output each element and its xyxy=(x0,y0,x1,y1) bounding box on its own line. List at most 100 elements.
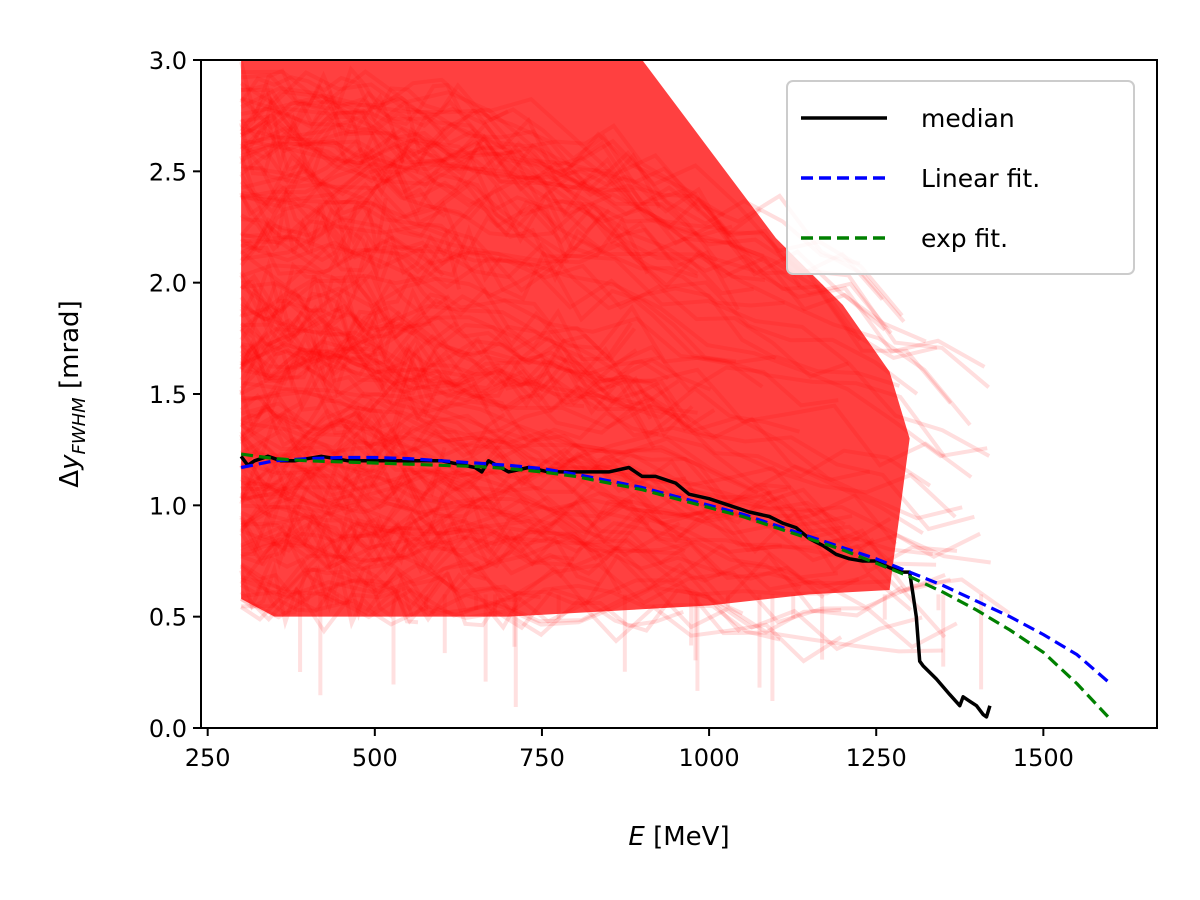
band-trajectory xyxy=(239,83,662,209)
band-trajectory xyxy=(239,454,503,511)
band-trajectory xyxy=(239,516,549,562)
band-trajectory xyxy=(240,562,943,654)
band-trajectory xyxy=(239,340,617,416)
band-trajectory xyxy=(239,162,740,311)
y-tick-label: 2.0 xyxy=(149,270,187,298)
band-trajectory xyxy=(239,75,509,124)
band-trajectory xyxy=(240,217,565,302)
band-trajectory xyxy=(240,368,975,532)
band-trajectory xyxy=(239,109,802,288)
band-trajectory xyxy=(240,345,871,482)
band-trajectory xyxy=(239,541,744,616)
band-trajectory xyxy=(239,329,653,420)
band-trajectory xyxy=(240,389,759,495)
band-trajectory xyxy=(241,322,712,392)
band-trajectory xyxy=(240,480,689,545)
band-trajectory xyxy=(240,589,843,664)
band-trajectory xyxy=(240,240,988,459)
band-trajectory xyxy=(239,341,694,438)
band-trajectory xyxy=(239,511,584,579)
x-tick-label: 250 xyxy=(185,744,231,772)
legend-box xyxy=(786,80,1135,275)
y-tick-label: 0.5 xyxy=(149,604,187,632)
band-trajectory xyxy=(240,113,733,238)
x-tick-label: 1500 xyxy=(1013,744,1074,772)
band-trajectory xyxy=(239,287,402,348)
band-trajectory xyxy=(240,213,503,283)
band-trajectory xyxy=(240,401,846,527)
band-trajectory xyxy=(240,70,762,237)
band-trajectory xyxy=(239,258,389,325)
band-trajectory xyxy=(239,139,699,276)
band-trajectory xyxy=(240,462,854,561)
band-trajectory xyxy=(239,340,932,488)
y-tick-label: 3.0 xyxy=(149,47,187,75)
band-trajectory xyxy=(239,391,898,546)
band-trajectory xyxy=(239,404,412,465)
band-trajectory xyxy=(240,203,383,256)
band-trajectory xyxy=(239,372,431,436)
band-trajectory xyxy=(240,519,622,595)
band-trajectory xyxy=(239,563,517,628)
band-trajectory xyxy=(240,275,427,337)
band-trajectory xyxy=(240,508,388,554)
band-trajectory xyxy=(239,122,431,183)
band-trajectory xyxy=(239,327,801,434)
band-trajectory xyxy=(240,190,602,284)
band-trajectory xyxy=(240,183,785,308)
legend: median Linear fit. exp fit. xyxy=(786,80,1135,275)
band-trajectory xyxy=(240,153,650,275)
band-trajectory xyxy=(240,86,861,266)
band-trajectory xyxy=(239,561,419,630)
band-trajectory xyxy=(240,139,611,235)
band-trajectory xyxy=(241,165,570,264)
y-axis-label: ΔyFWHM [mrad] xyxy=(55,300,90,487)
y-tick-label: 0.0 xyxy=(149,715,187,743)
band-trajectory xyxy=(240,555,487,606)
band-trajectory xyxy=(239,139,862,342)
band-trajectory xyxy=(239,154,447,218)
series-line-1 xyxy=(240,455,1112,685)
band-trajectory xyxy=(240,82,447,156)
band-trajectory xyxy=(240,303,656,404)
band-trajectory xyxy=(239,523,575,576)
band-trajectory xyxy=(240,439,841,542)
band-trajectory xyxy=(240,503,414,566)
band-trajectory xyxy=(239,194,699,279)
band-trajectory xyxy=(239,423,588,488)
band-trajectory xyxy=(241,503,1011,616)
band-trajectory xyxy=(240,161,953,405)
band-trajectory xyxy=(241,473,783,553)
band-trajectory xyxy=(240,380,924,535)
y-tick-label: 1.5 xyxy=(149,381,187,409)
band-trajectory xyxy=(240,504,802,590)
band-trajectory xyxy=(239,339,540,412)
band-trajectory xyxy=(239,417,773,525)
band-trajectory xyxy=(240,397,981,559)
band-trajectory xyxy=(239,330,698,415)
band-trajectory xyxy=(239,96,726,217)
band-trajectory xyxy=(240,96,765,258)
band-trajectory xyxy=(240,569,541,631)
series-line-2 xyxy=(240,452,1112,721)
band-trajectory xyxy=(240,139,887,332)
band-trajectory xyxy=(240,497,722,577)
band-trajectory xyxy=(240,73,702,212)
band-trajectory xyxy=(240,526,913,612)
band-trajectory xyxy=(239,463,946,595)
band-trajectory xyxy=(239,401,383,466)
band-core xyxy=(241,60,910,617)
band-trajectory xyxy=(241,512,447,571)
band-trajectory xyxy=(239,243,946,458)
band-trajectory xyxy=(239,61,463,127)
band-trajectory xyxy=(239,89,884,301)
band-trajectory xyxy=(241,87,732,240)
band-trajectory xyxy=(240,168,766,289)
band-trajectory xyxy=(240,514,825,599)
band-trajectory xyxy=(240,342,963,521)
band-trajectory xyxy=(239,393,506,458)
band-trajectory xyxy=(239,278,460,331)
x-axis-ticks: 250 500 750 1000 1250 1500 xyxy=(185,728,1074,772)
band-trajectory xyxy=(240,113,893,335)
